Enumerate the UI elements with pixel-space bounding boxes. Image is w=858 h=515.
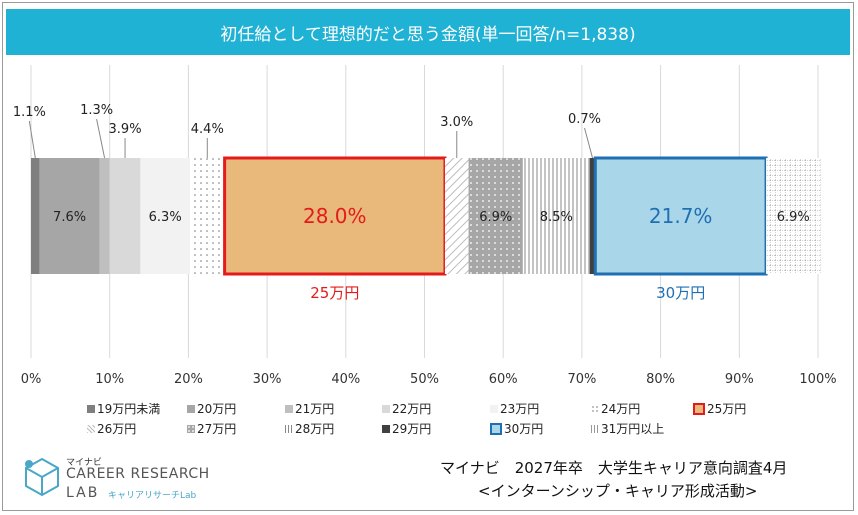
- data-label: 0.7%: [568, 112, 601, 127]
- legend-label: 27万円: [197, 422, 237, 436]
- data-label: 21.7%: [649, 204, 713, 228]
- legend-swatch: [591, 424, 599, 433]
- x-tick-label: 90%: [725, 372, 754, 387]
- legend-label: 30万円: [504, 422, 544, 436]
- legend-swatch: [693, 402, 705, 415]
- data-label: 1.1%: [13, 105, 46, 120]
- legend-item: 29万円: [382, 420, 431, 437]
- data-label: 6.9%: [479, 210, 512, 225]
- segment-6: [189, 158, 225, 274]
- source-line-2: <インターンシップ・キャリア形成活動>: [478, 482, 758, 500]
- segment-10: [522, 158, 590, 274]
- legend-item: 25万円: [693, 400, 746, 417]
- legend-swatch: [591, 404, 599, 413]
- legend-swatch: [490, 422, 502, 435]
- legend-swatch: [285, 404, 293, 413]
- x-tick-label: 20%: [174, 372, 203, 387]
- x-tick-label: 30%: [253, 372, 282, 387]
- logo-subtitle: キャリアリサーチLab: [108, 491, 197, 501]
- segment-12: [593, 156, 768, 276]
- legend-swatch: [285, 424, 293, 433]
- callout-label: 25万円: [310, 284, 359, 302]
- legend-label: 29万円: [392, 422, 432, 436]
- chart-title: 初任給として理想的だと思う金額(単一回答/n=1,838): [6, 9, 850, 55]
- data-label: 6.9%: [777, 210, 810, 225]
- data-label: 3.9%: [109, 122, 142, 137]
- legend-item: 21万円: [285, 400, 334, 417]
- segment-11: [589, 158, 596, 274]
- legend-item: 26万円: [87, 420, 136, 437]
- legend-item: 24万円: [591, 400, 640, 417]
- segment-3: [99, 158, 110, 274]
- segment-2: [39, 158, 100, 274]
- legend-item: 19万円未満: [87, 400, 160, 417]
- legend-swatch: [382, 424, 390, 433]
- data-label: 4.4%: [191, 122, 224, 137]
- data-label: 8.5%: [540, 210, 573, 225]
- segment-13: [766, 158, 821, 274]
- legend-swatch: [382, 404, 390, 413]
- logo-brand: マイナビ: [66, 458, 102, 468]
- x-tick-label: 60%: [489, 372, 518, 387]
- data-label: 28.0%: [303, 204, 367, 228]
- cube-logo-icon: [25, 457, 59, 497]
- legend-item: 31万円以上: [591, 420, 664, 437]
- legend-item: 27万円: [187, 420, 236, 437]
- legend-item: 22万円: [382, 400, 431, 417]
- x-tick-label: 40%: [331, 372, 360, 387]
- x-tick-label: 0%: [21, 372, 42, 387]
- legend-item: 20万円: [187, 400, 236, 417]
- x-tick-label: 100%: [799, 372, 836, 387]
- segment-9: [468, 158, 523, 274]
- data-label: 1.3%: [80, 103, 113, 118]
- legend-label: 19万円未満: [97, 402, 161, 416]
- data-label: 3.0%: [440, 115, 473, 130]
- logo-lab: LAB: [66, 485, 100, 501]
- x-tick-label: 80%: [646, 372, 675, 387]
- x-tick-label: 10%: [95, 372, 124, 387]
- segment-5: [140, 158, 190, 274]
- source-line-1: マイナビ 2027年卒 大学生キャリア意向調査4月: [440, 459, 788, 477]
- callout-label: 30万円: [656, 284, 705, 302]
- legend-swatch: [87, 404, 95, 413]
- segment-8: [444, 158, 469, 274]
- data-label: 6.3%: [149, 210, 182, 225]
- legend-item: 30万円: [490, 420, 543, 437]
- career-research-lab-logo: [20, 455, 220, 505]
- legend-swatch: [187, 424, 195, 433]
- segment-7: [223, 156, 447, 276]
- legend-item: 28万円: [285, 420, 334, 437]
- legend-item: 23万円: [490, 400, 539, 417]
- legend-swatch: [490, 404, 498, 413]
- legend-label: 31万円以上: [601, 422, 665, 436]
- legend-swatch: [87, 424, 95, 433]
- legend-label: 26万円: [97, 422, 137, 436]
- legend-label: 22万円: [392, 402, 432, 416]
- legend-label: 24万円: [601, 402, 641, 416]
- leader-line: [96, 118, 106, 159]
- leader-line: [584, 127, 594, 159]
- legend-label: 21万円: [295, 402, 335, 416]
- data-label: 7.6%: [53, 210, 86, 225]
- legend-swatch: [187, 404, 195, 413]
- segment-4: [109, 158, 141, 274]
- legend-label: 25万円: [707, 402, 747, 416]
- x-tick-label: 50%: [410, 372, 439, 387]
- leader-line: [28, 120, 36, 159]
- legend-label: 20万円: [197, 402, 237, 416]
- legend-label: 23万円: [500, 402, 540, 416]
- segment-1: [31, 158, 40, 274]
- x-tick-label: 70%: [567, 372, 596, 387]
- logo-name: CAREER RESEARCH: [66, 466, 210, 482]
- legend-label: 28万円: [295, 422, 335, 436]
